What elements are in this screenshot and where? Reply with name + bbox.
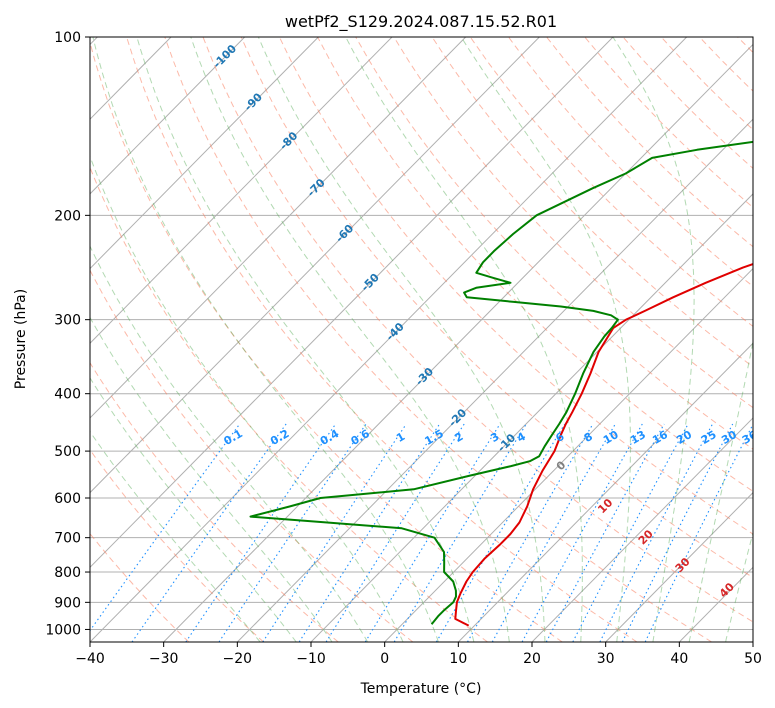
y-tick-label: 500 xyxy=(54,444,81,460)
profile-series xyxy=(249,140,753,627)
dry-adiabat-line xyxy=(508,37,753,287)
dry-adiabat-line xyxy=(393,37,753,409)
x-tick-label: −40 xyxy=(75,651,105,667)
mixing-ratio-line xyxy=(185,423,337,642)
plot-frame xyxy=(89,36,754,643)
mixing-ratio-line xyxy=(572,423,689,642)
isotherm-line xyxy=(90,37,614,569)
x-tick-label: 0 xyxy=(380,651,389,667)
mixing-ratio-line xyxy=(218,423,367,642)
dry-adiabat-lines xyxy=(90,37,753,642)
dewpoint-profile-line xyxy=(249,140,753,625)
isotherm-line xyxy=(236,118,753,642)
mixing-ratio-line xyxy=(325,423,465,642)
x-tick-label: −30 xyxy=(149,651,179,667)
dry-adiabat-line xyxy=(90,448,264,642)
moist-adiabat-line xyxy=(90,316,333,642)
mixing-ratio-line xyxy=(491,423,616,642)
dry-adiabat-line xyxy=(90,269,414,642)
x-axis-title: Temperature (°C) xyxy=(360,681,482,697)
dry-adiabat-line xyxy=(90,40,563,642)
isotherm-line xyxy=(605,491,753,642)
dry-adiabat-line xyxy=(355,37,753,450)
plot-background xyxy=(90,37,753,642)
isotherm-line xyxy=(310,193,753,642)
mixing-ratio-line xyxy=(467,423,594,642)
moist-adiabat-line xyxy=(90,376,297,642)
y-tick-label: 800 xyxy=(54,565,81,581)
mixing-ratio-line xyxy=(262,423,407,642)
x-axis: −40 −30 −20 −10 0 10 20 30 40 50 xyxy=(75,642,762,667)
moist-adiabat-line xyxy=(90,155,404,642)
y-tick-label: 700 xyxy=(54,531,81,547)
moist-adiabat-line xyxy=(90,245,369,642)
dry-adiabat-line xyxy=(90,166,488,642)
y-tick-label: 400 xyxy=(54,387,81,403)
mixing-ratio-line xyxy=(435,423,566,642)
mixing-ratio-lines xyxy=(90,423,753,642)
isotherm-line xyxy=(90,37,688,642)
dry-adiabat-line xyxy=(317,37,753,492)
dry-adiabat-line xyxy=(126,37,638,642)
dry-adiabat-line xyxy=(431,37,753,368)
mixing-ratio-line xyxy=(644,423,753,642)
isotherm-line xyxy=(752,641,753,642)
y-tick-label: 100 xyxy=(54,30,81,46)
isotherm-line xyxy=(457,342,753,642)
moist-adiabat-line xyxy=(190,37,510,642)
dry-adiabat-line xyxy=(202,37,753,623)
isotherm-line xyxy=(384,267,753,642)
x-tick-label: 30 xyxy=(597,651,615,667)
isotherm-line xyxy=(90,37,319,270)
x-tick-label: 40 xyxy=(670,651,688,667)
moist-adiabat-line xyxy=(92,37,439,642)
dry-adiabat-line xyxy=(278,37,753,535)
isotherm-line xyxy=(90,37,393,344)
y-tick-label: 300 xyxy=(54,313,81,329)
moist-adiabat-line xyxy=(90,430,261,642)
dry-adiabat-line xyxy=(164,37,712,642)
isotherm-lines xyxy=(90,37,753,642)
moist-adiabat-line xyxy=(612,37,695,642)
pressure-gridlines xyxy=(90,37,753,630)
isotherm-line xyxy=(90,37,467,419)
y-tick-label: 900 xyxy=(54,595,81,611)
mixing-ratio-line xyxy=(90,423,241,632)
y-tick-label: 200 xyxy=(54,208,81,224)
moist-adiabat-line xyxy=(257,37,546,642)
x-tick-label: 20 xyxy=(523,651,541,667)
mixing-ratio-line xyxy=(545,423,665,642)
isotherm-line xyxy=(531,417,753,642)
y-tick-label: 600 xyxy=(54,491,81,507)
isotherm-line xyxy=(90,37,246,195)
isotherm-line xyxy=(163,43,753,642)
chart-title: wetPf2_S129.2024.087.15.52.R01 xyxy=(285,12,557,32)
moist-adiabat-line xyxy=(136,37,475,642)
moist-adiabat-line xyxy=(725,530,753,642)
mixing-ratio-line xyxy=(621,423,734,642)
x-tick-label: 50 xyxy=(744,651,762,667)
y-axis: 100 200 300 400 500 600 700 800 900 1000 xyxy=(45,30,90,638)
mixing-ratio-line xyxy=(599,423,713,642)
mixing-ratio-line xyxy=(521,423,643,642)
y-axis-title: Pressure (hPa) xyxy=(13,289,29,389)
dry-adiabat-line xyxy=(240,37,753,579)
temperature-profile-line xyxy=(454,263,753,627)
x-tick-label: −20 xyxy=(223,651,253,667)
moist-adiabat-line xyxy=(688,339,753,642)
dry-adiabat-line xyxy=(469,37,753,327)
y-tick-label: 1000 xyxy=(45,622,81,638)
x-tick-label: 10 xyxy=(449,651,467,667)
x-tick-label: −10 xyxy=(296,651,326,667)
isotherm-line xyxy=(90,37,540,494)
moist-adiabat-lines xyxy=(90,37,753,642)
